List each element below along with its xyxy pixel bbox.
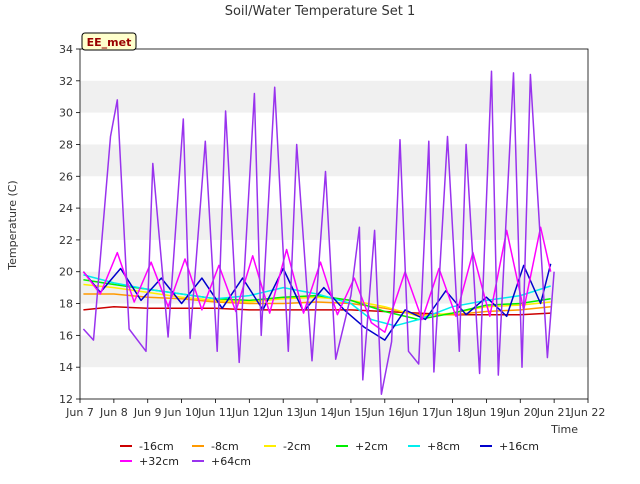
x-tick-label: Jun 9 [133,406,162,419]
series-line-32cm [82,226,552,333]
x-tick-label: Jun 15 [333,406,369,419]
legend-label: -2cm [283,440,311,453]
chart-title: Soil/Water Temperature Set 1 [225,4,416,19]
y-tick-label: 28 [59,138,73,151]
y-tick-label: 18 [59,298,73,311]
series-line-64cm [82,70,555,395]
y-tick-label: 20 [59,266,73,279]
plot-frame [79,48,589,400]
y-tick-label: 32 [59,75,73,88]
legend: -16cm -8cm -2cm +2cm +8cm +16cm +32cm +64cm [120,440,539,468]
grid-bands [80,49,588,399]
x-tick-label: Jun 12 [231,406,267,419]
legend-label: -8cm [211,440,239,453]
x-tick-label: Jun 18 [434,406,470,419]
x-tick-label: Jun 17 [400,406,436,419]
y-tick-label: 22 [59,234,73,247]
annotation-box [81,32,137,51]
annotation-label: EE_met [87,36,132,49]
grid-band [80,80,588,113]
series-line-16cm [82,263,552,341]
x-tick-label: Jun 11 [197,406,233,419]
y-tick-label: 24 [59,202,73,215]
legend-label: -16cm [139,440,174,453]
y-tick-label: 34 [59,43,73,56]
x-tick-label: Jun 16 [366,406,402,419]
grid-band [80,208,588,240]
x-tick-label: Jun 14 [299,406,335,419]
legend-label: +16cm [499,440,539,453]
x-tick-label: Jun 8 [99,406,128,419]
y-axis-label: Temperature (C) [6,180,19,270]
grid-band [80,144,588,177]
series-group [82,70,555,395]
legend-label: +32cm [139,455,179,468]
x-tick-label: Jun 20 [502,406,538,419]
y-tick-label: 26 [59,170,73,183]
series-line-8cm [83,293,551,316]
y-tick-label: 12 [59,393,73,406]
legend-label: +8cm [427,440,460,453]
series-line-16cm [83,305,551,316]
y-tick-label: 14 [59,361,73,374]
x-tick-label: Jun 19 [468,406,504,419]
x-tick-label: Jun 21 [536,406,572,419]
legend-label: +2cm [355,440,388,453]
y-tick-label: 16 [59,329,73,342]
legend-label: +64cm [211,455,251,468]
x-axis-label: Time [550,423,578,436]
x-axis-ticks: Jun 7 Jun 8 Jun 9 Jun 10 Jun 11 Jun 12 Jun 13 J… [65,399,605,419]
x-tick-label: Jun 13 [265,406,301,419]
x-tick-label: Jun 10 [163,406,199,419]
x-tick-label: Jun 22 [570,406,606,419]
y-axis-ticks: 12 14 16 18 20 22 24 26 28 30 32 34 [59,43,80,406]
y-tick-label: 30 [59,107,73,120]
x-tick-label: Jun 7 [65,406,94,419]
